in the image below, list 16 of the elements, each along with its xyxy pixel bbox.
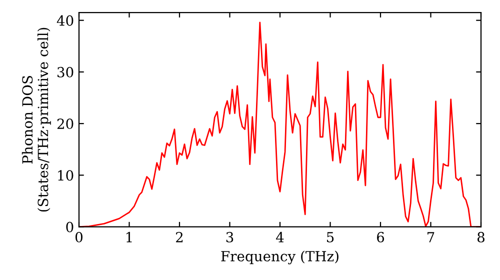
y-tick-label: 30: [58, 66, 74, 78]
x-axis-title: Frequency (THz): [221, 250, 338, 264]
x-tick-label: 1: [126, 232, 132, 242]
y-axis-title: Phonon DOS (States/THz·primitive cell): [22, 28, 51, 212]
x-tick-label: 0: [75, 232, 82, 242]
y-tick-label: 0: [66, 222, 74, 232]
y-tick-label: 20: [57, 118, 74, 130]
x-tick-label: 4: [276, 232, 284, 242]
x-tick-label: 6: [377, 232, 384, 242]
x-tick-label: 7: [428, 232, 434, 242]
x-tick-label: 5: [327, 232, 334, 242]
x-tick-label: 2: [176, 232, 183, 242]
y-tick-label: 40: [56, 15, 74, 26]
y-tick-label: 10: [58, 170, 74, 181]
x-tick-label: 8: [478, 232, 484, 242]
x-tick-label: 3: [226, 232, 234, 242]
